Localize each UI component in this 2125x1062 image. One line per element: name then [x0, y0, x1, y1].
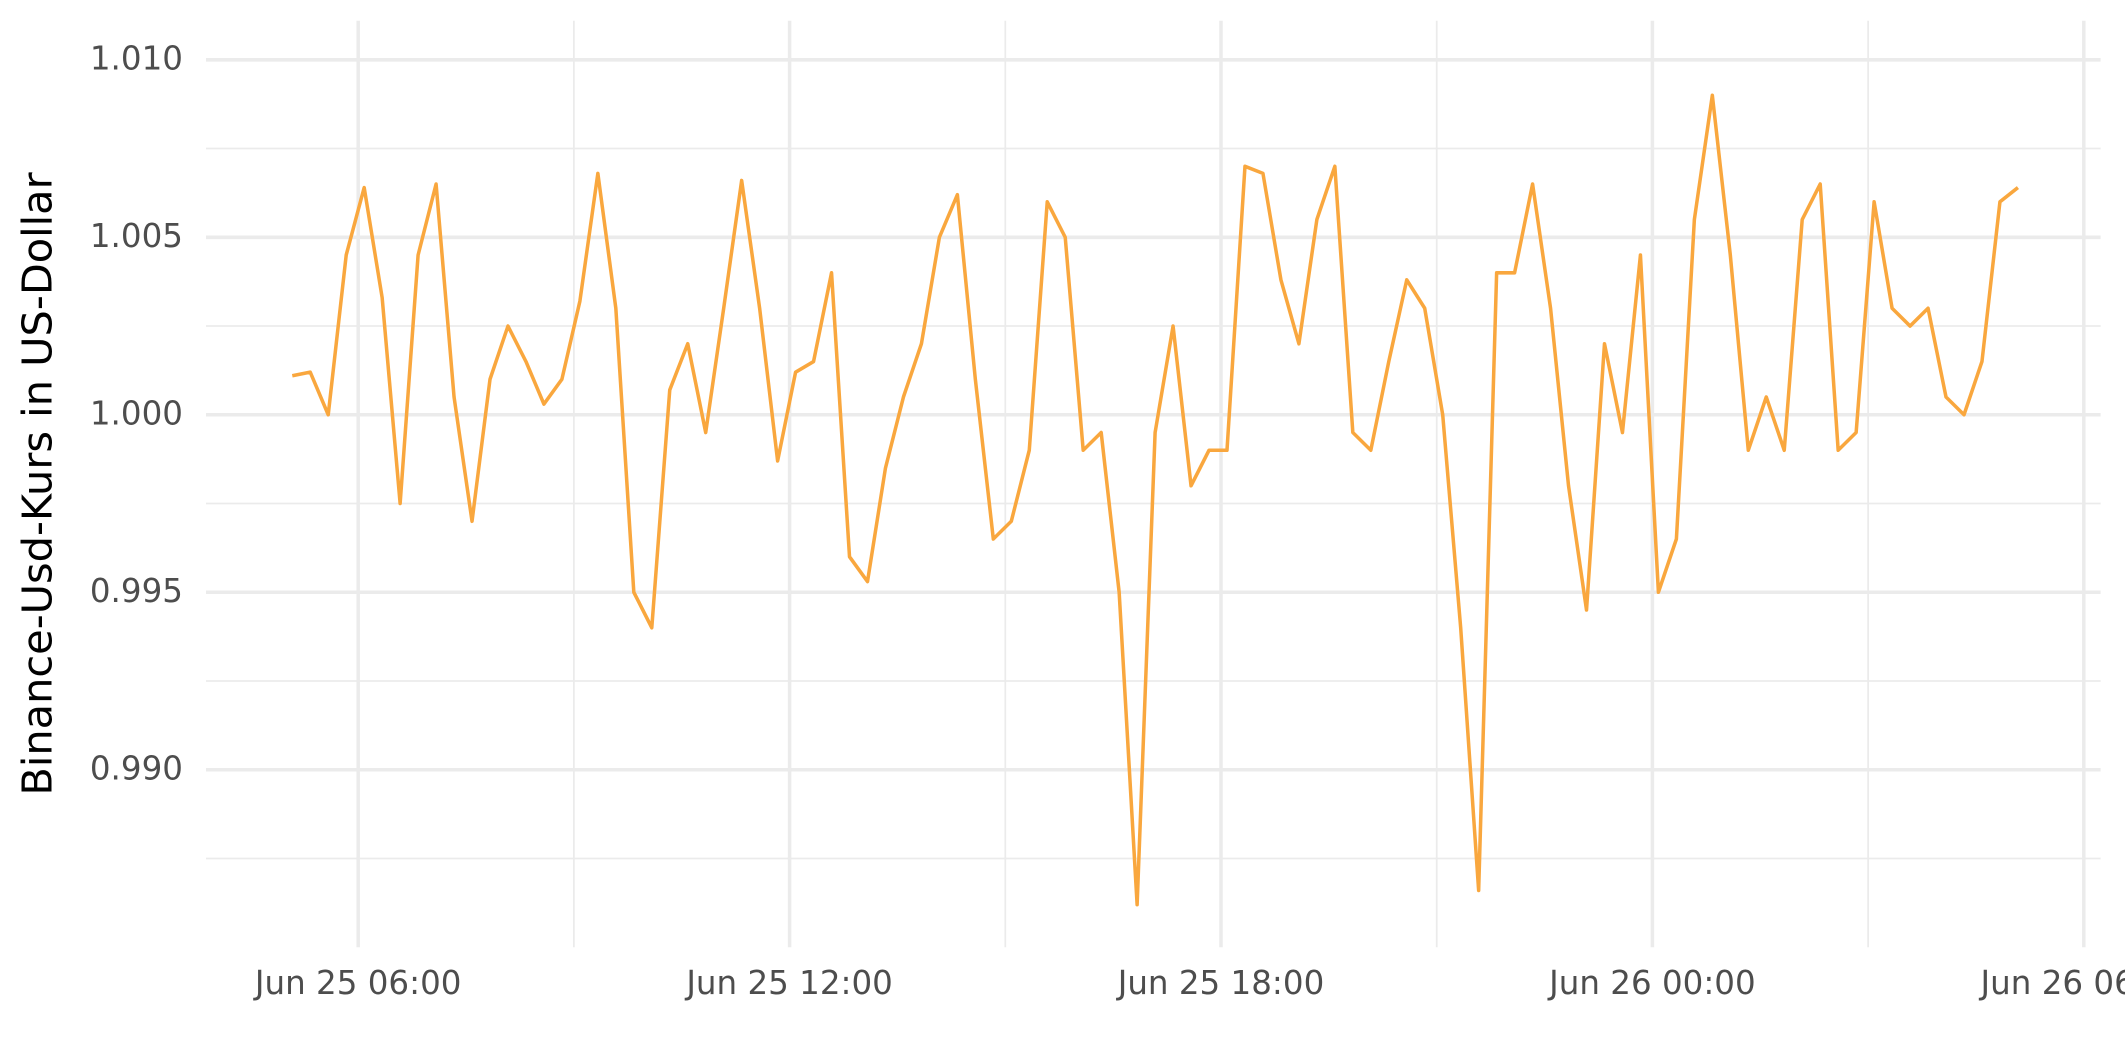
y-axis-label: Binance-Usd-Kurs in US-Dollar	[14, 172, 62, 795]
x-tick-label: Jun 26 06:00	[1979, 964, 2125, 1002]
y-tick-label: 1.005	[90, 217, 183, 255]
x-tick-label: Jun 26 00:00	[1547, 964, 1756, 1002]
y-tick-label: 0.995	[90, 572, 183, 610]
y-tick-label: 1.000	[90, 394, 183, 432]
x-tick-label: Jun 25 18:00	[1116, 964, 1325, 1002]
y-tick-label: 1.010	[90, 39, 183, 77]
y-tick-label: 0.990	[90, 749, 183, 787]
x-tick-label: Jun 25 06:00	[253, 964, 462, 1002]
line-series	[291, 93, 2020, 907]
x-tick-label: Jun 25 12:00	[684, 964, 893, 1002]
